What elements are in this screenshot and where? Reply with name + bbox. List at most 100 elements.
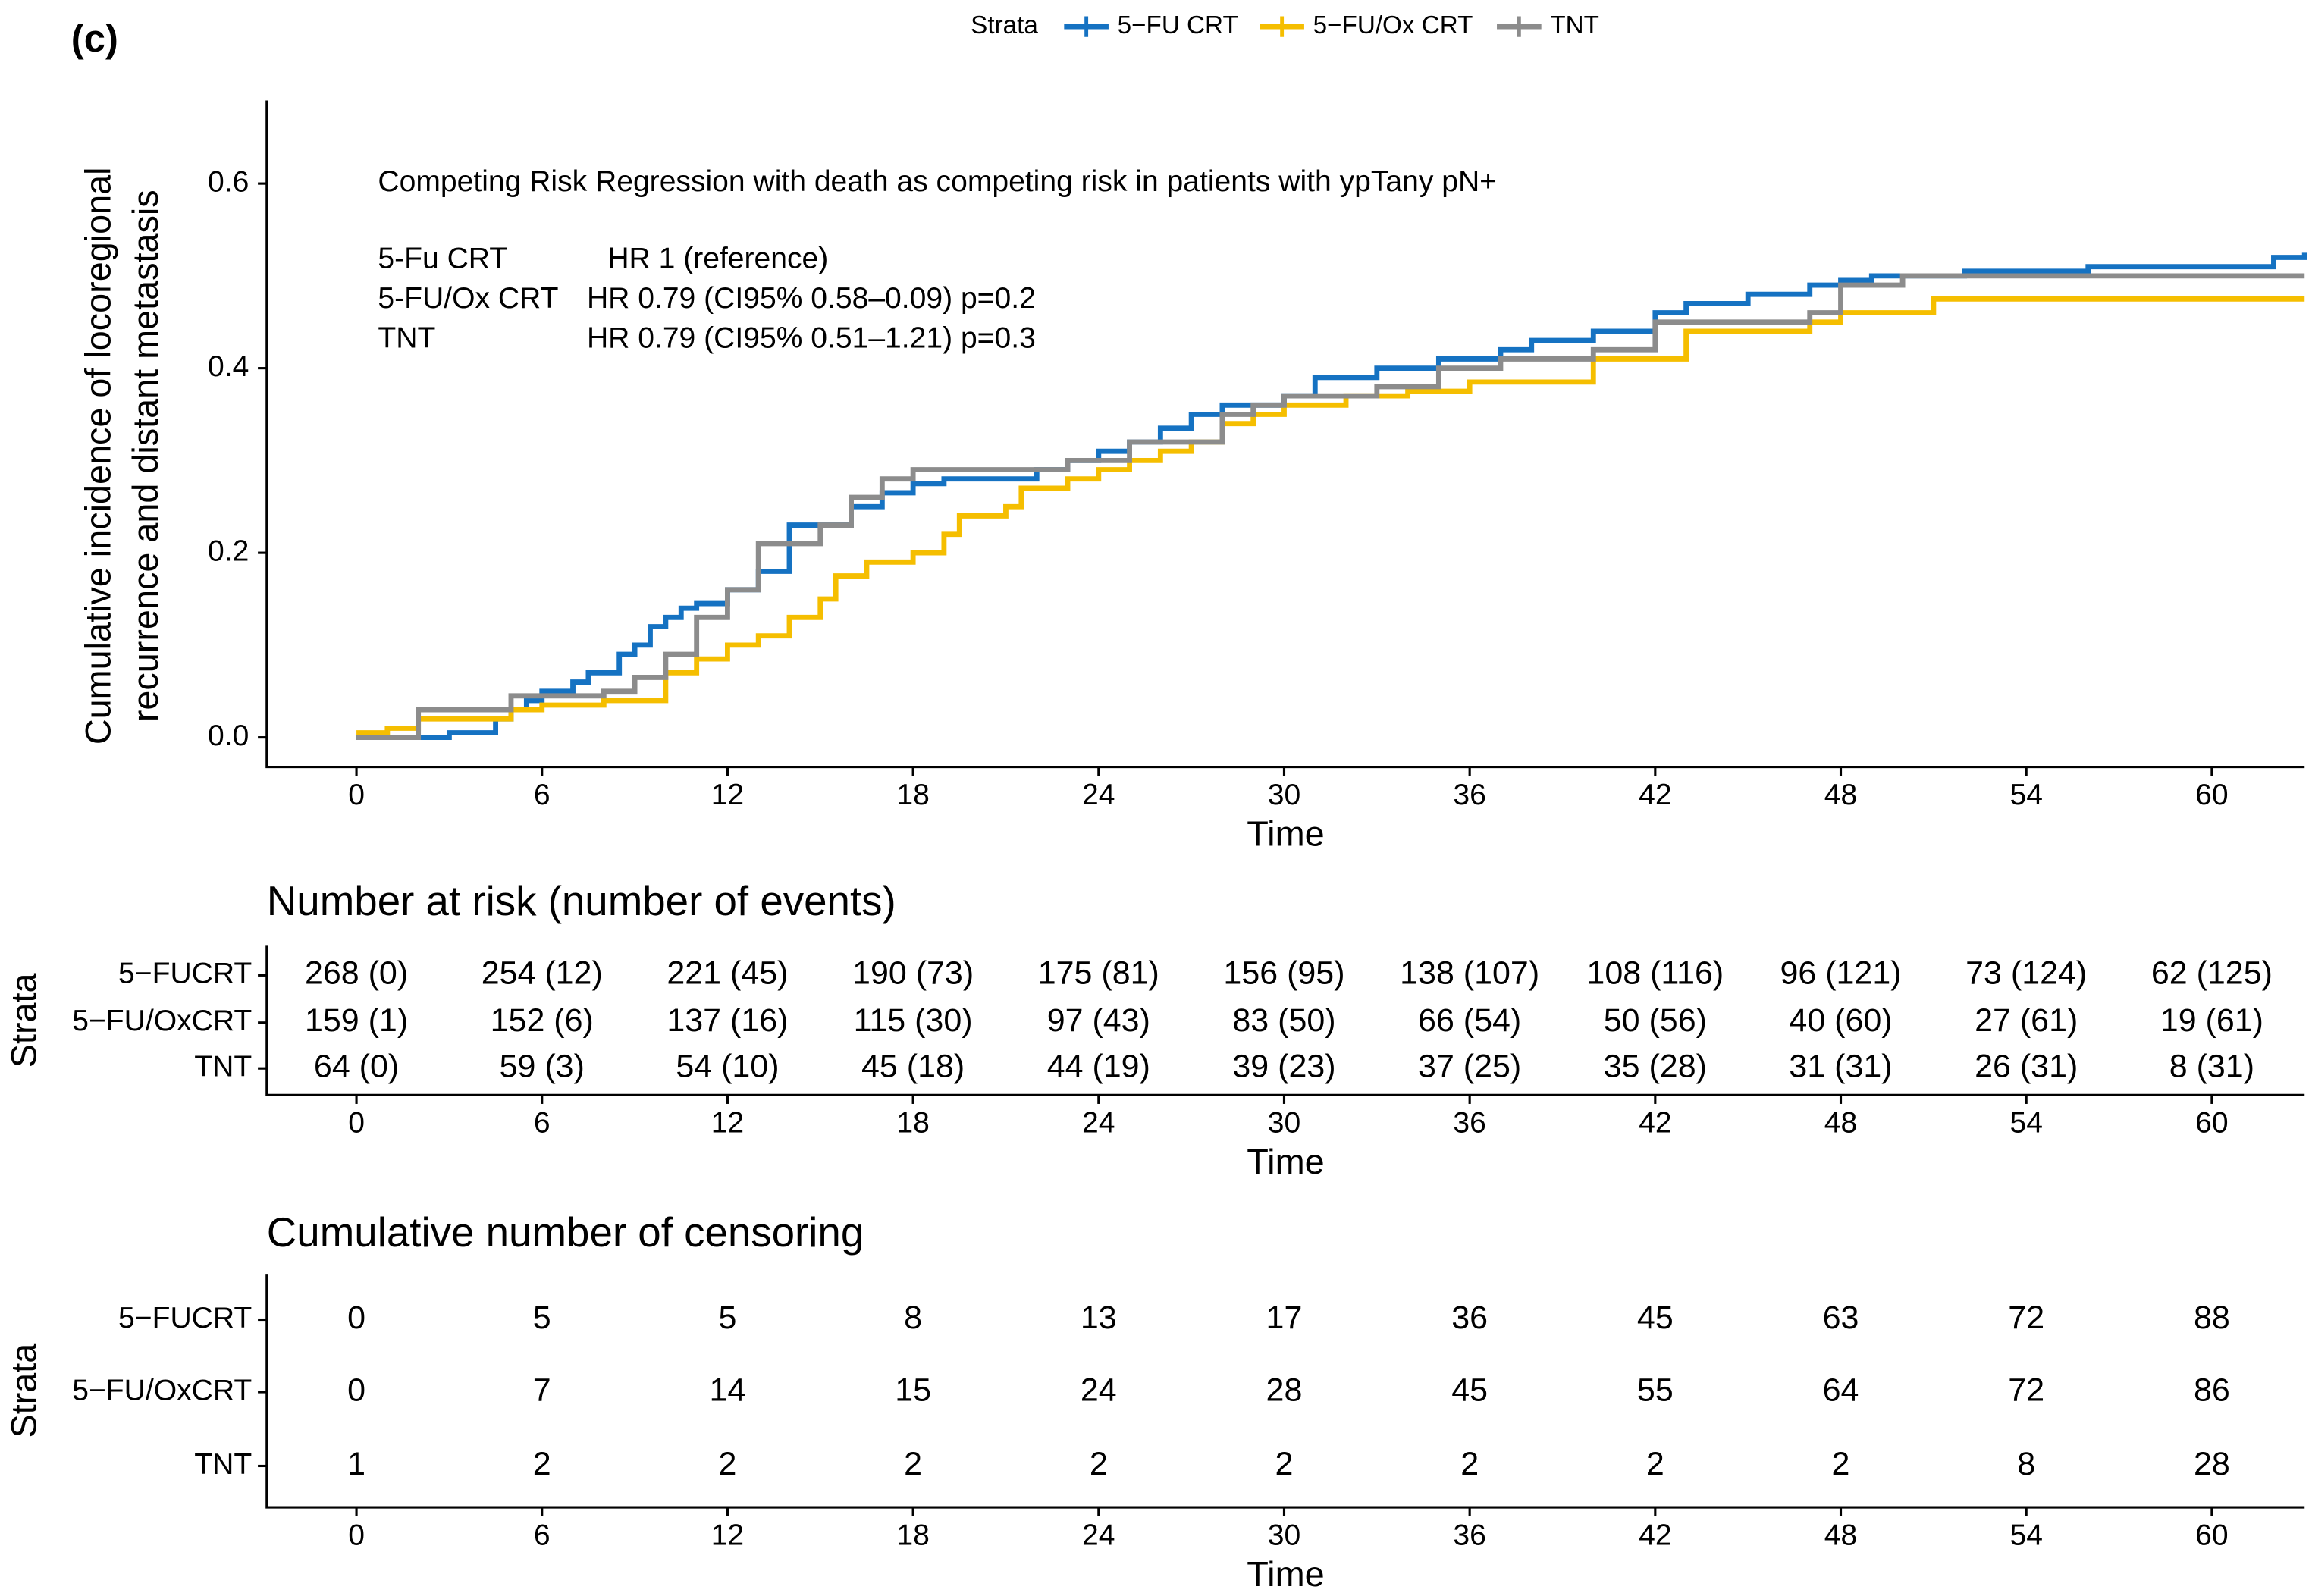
annotation-value: HR 1 (reference) (607, 242, 828, 274)
x-tick-label: 60 (2195, 1107, 2228, 1140)
x-tick-label: 42 (1639, 1107, 1671, 1140)
x-tick-label: 48 (1824, 1107, 1857, 1140)
legend-swatch-cross (1508, 16, 1530, 37)
row-label: TNT (194, 1051, 252, 1083)
x-tick-label: 12 (711, 779, 744, 811)
table-cell: 73 (124) (1965, 955, 2087, 992)
axis-line (265, 945, 2305, 1096)
table-cell: 2 (1832, 1446, 1850, 1482)
table-cell: 8 (31) (2169, 1049, 2254, 1085)
table-cell: 96 (121) (1780, 955, 1901, 992)
table-cell: 64 (0) (314, 1049, 399, 1085)
table-cell: 28 (2194, 1446, 2230, 1482)
table-cell: 5 (718, 1300, 736, 1336)
x-tick-label: 0 (348, 1519, 365, 1551)
table-cell: 24 (1081, 1372, 1117, 1408)
x-tick-label: 6 (534, 1107, 551, 1140)
table-cell: 54 (10) (676, 1049, 779, 1085)
annotation-label: 5-FU/Ox CRT (378, 282, 558, 315)
table-cell: 64 (1823, 1372, 1859, 1408)
x-tick-label: 48 (1824, 779, 1857, 811)
x-tick-label: 18 (896, 1519, 929, 1551)
table-cell: 1 (347, 1446, 365, 1482)
table-cell: 8 (904, 1300, 922, 1336)
annotation-label: 5-Fu CRT (378, 242, 507, 274)
step-line (356, 273, 2305, 741)
row-label: 5−FU/OxCRT (72, 1005, 252, 1037)
table-cell: 35 (28) (1604, 1049, 1707, 1085)
table-cell: 15 (895, 1372, 931, 1408)
row-label: 5−FU/OxCRT (72, 1374, 252, 1406)
table-cell: 138 (107) (1400, 955, 1539, 992)
table-cell: 137 (16) (667, 1002, 788, 1039)
table-cell: 2 (1460, 1446, 1479, 1482)
x-axis-label: Time (1247, 814, 1324, 854)
table-cell: 175 (81) (1038, 955, 1159, 992)
table-cell: 8 (2017, 1446, 2035, 1482)
x-tick-label: 18 (896, 1107, 929, 1140)
table-cell: 45 (1637, 1300, 1674, 1336)
table-title: Number at risk (number of events) (267, 878, 896, 924)
x-tick-label: 30 (1268, 779, 1300, 811)
x-tick-label: 60 (2195, 1519, 2228, 1551)
table-cell: 2 (533, 1446, 551, 1482)
table-cell: 50 (56) (1604, 1002, 1707, 1039)
table-cell: 36 (1451, 1300, 1488, 1336)
table-cell: 2 (718, 1446, 736, 1482)
annotation-value: HR 0.79 (CI95% 0.51–1.21) p=0.3 (587, 322, 1036, 355)
table-cell: 28 (1266, 1372, 1303, 1408)
x-tick-label: 12 (711, 1107, 744, 1140)
table-cell: 66 (54) (1418, 1002, 1521, 1039)
table-cell: 97 (43) (1047, 1002, 1150, 1039)
table-cell: 190 (73) (852, 955, 974, 992)
table-cell: 159 (1) (305, 1002, 408, 1039)
legend-swatch-cross (1271, 16, 1293, 37)
x-tick-label: 54 (2009, 1107, 2042, 1140)
table-cell: 17 (1266, 1300, 1303, 1336)
x-tick-label: 42 (1639, 1519, 1671, 1551)
row-label: 5−FUCRT (118, 1302, 252, 1334)
table-cell: 5 (533, 1300, 551, 1336)
y-axis-label: recurrence and distant metastasis (126, 190, 165, 722)
x-tick-label: 24 (1082, 779, 1115, 811)
legend-title: Strata (971, 11, 1038, 39)
y-axis-label: Strata (5, 1343, 44, 1438)
table-cell: 88 (2194, 1300, 2230, 1336)
x-tick-label: 24 (1082, 1107, 1115, 1140)
annotation-label: TNT (378, 322, 435, 355)
row-label: TNT (194, 1448, 252, 1481)
table-cell: 156 (95) (1223, 955, 1344, 992)
y-tick-label: 0.0 (208, 720, 249, 752)
axis-line (265, 100, 2305, 769)
table-cell: 2 (1090, 1446, 1108, 1482)
y-tick-label: 0.2 (208, 535, 249, 567)
x-tick-label: 42 (1639, 779, 1671, 811)
table-cell: 63 (1823, 1300, 1859, 1336)
x-tick-label: 30 (1268, 1519, 1300, 1551)
x-tick-label: 24 (1082, 1519, 1115, 1551)
x-tick-label: 36 (1453, 1107, 1485, 1140)
table-cell: 55 (1637, 1372, 1674, 1408)
y-axis-label: Strata (5, 973, 44, 1068)
x-tick-label: 0 (348, 779, 365, 811)
x-tick-label: 30 (1268, 1107, 1300, 1140)
table-cell: 13 (1081, 1300, 1117, 1336)
x-tick-label: 36 (1453, 1519, 1485, 1551)
annotation-value: HR 0.79 (CI95% 0.58–0.09) p=0.2 (587, 282, 1036, 315)
table-cell: 86 (2194, 1372, 2230, 1408)
panel-label: (c) (71, 17, 118, 60)
table-cell: 45 (18) (861, 1049, 965, 1085)
table-cell: 59 (3) (500, 1049, 585, 1085)
axis-line (265, 1274, 2305, 1509)
table-cell: 7 (533, 1372, 551, 1408)
table-cell: 254 (12) (482, 955, 603, 992)
table-cell: 0 (347, 1300, 365, 1336)
x-tick-label: 54 (2009, 779, 2042, 811)
annotation-title: Competing Risk Regression with death as … (378, 165, 1497, 198)
legend-label: 5−FU CRT (1118, 11, 1238, 39)
table-cell: 2 (1646, 1446, 1664, 1482)
y-tick-label: 0.4 (208, 350, 249, 383)
table-cell: 39 (23) (1232, 1049, 1335, 1085)
table-cell: 62 (125) (2151, 955, 2273, 992)
